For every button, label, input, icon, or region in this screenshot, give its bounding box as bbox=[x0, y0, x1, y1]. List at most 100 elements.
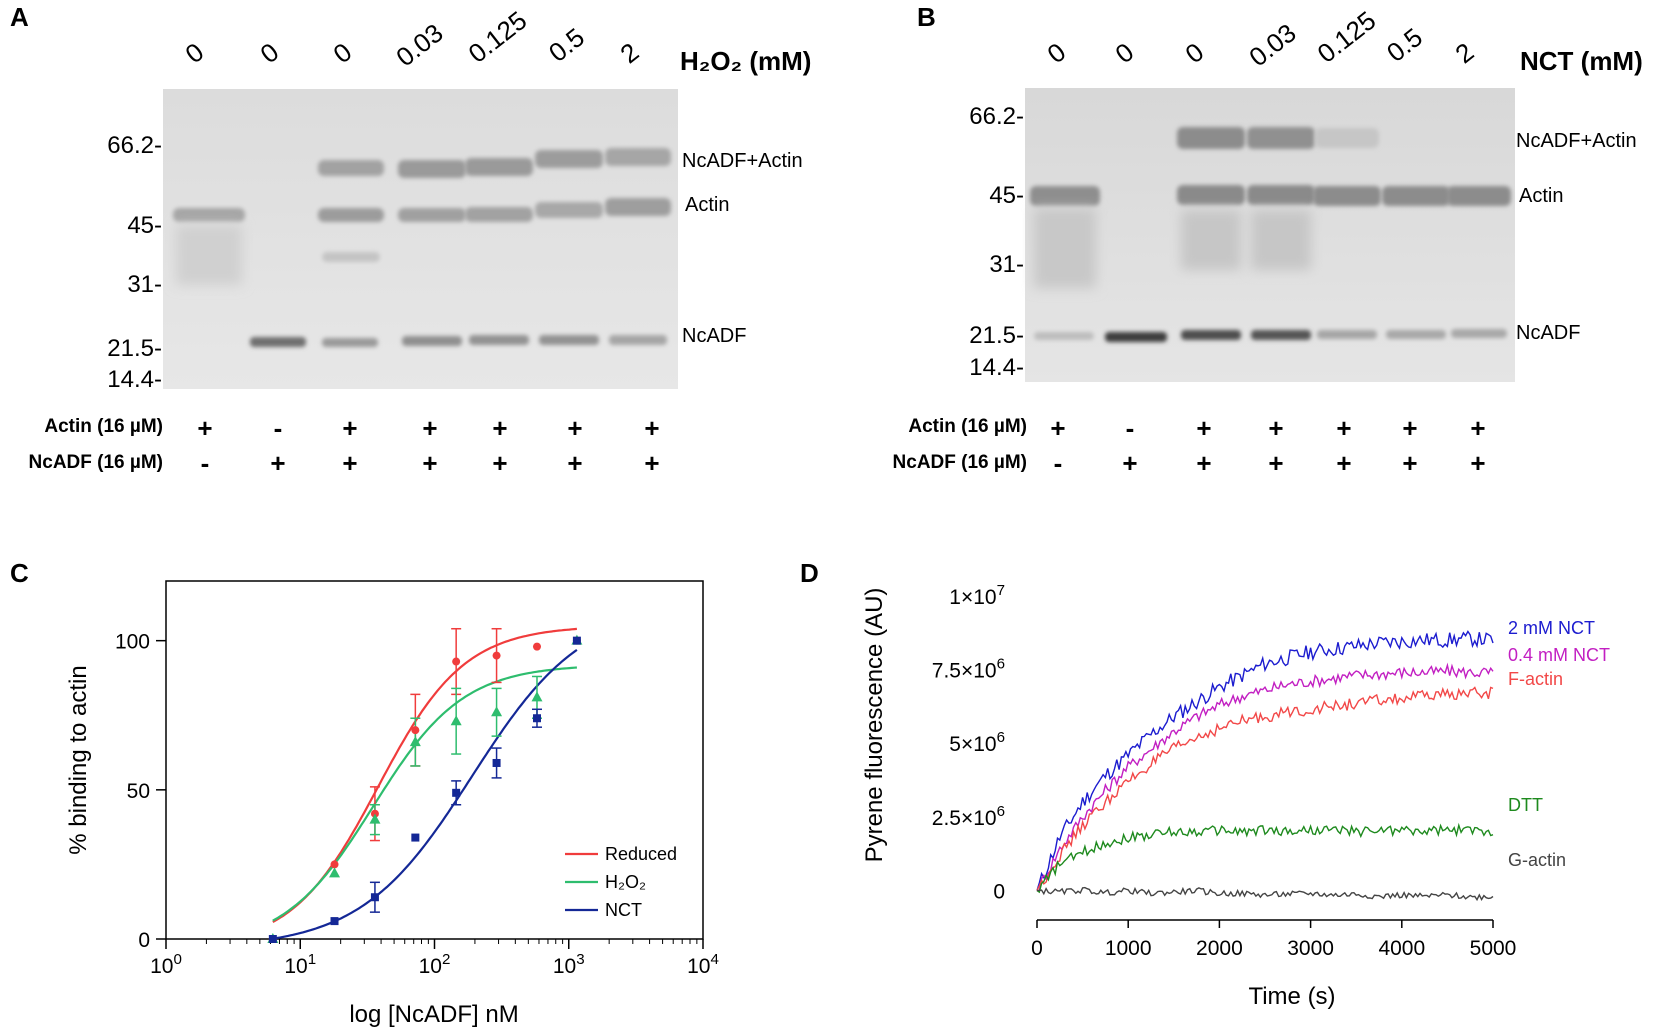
data-point bbox=[572, 636, 581, 645]
series-label: G-actin bbox=[1508, 850, 1566, 870]
panel-a-conditions: Actin (16 µM) NcADF (16 µM) + - + + + + … bbox=[29, 413, 660, 478]
mw-marker: 66.2- bbox=[107, 132, 162, 159]
data-point bbox=[532, 642, 541, 651]
legend-label: Reduced bbox=[605, 844, 677, 864]
condition-sign: + bbox=[1196, 448, 1211, 478]
x-tick-label: 5000 bbox=[1470, 937, 1517, 960]
gel-b-band bbox=[1382, 186, 1450, 206]
gel-a-band bbox=[398, 160, 466, 178]
panel-b-conc: 0.125 bbox=[1312, 5, 1382, 69]
condition-sign: + bbox=[270, 448, 285, 478]
gel-b-band-labels: NcADF+Actin Actin NcADF bbox=[1516, 130, 1637, 344]
condition-sign: + bbox=[197, 413, 212, 443]
gel-b-bands bbox=[1030, 127, 1511, 342]
y-tick-label: 7.5×106 bbox=[932, 656, 1005, 683]
panel-b-conc: 0.5 bbox=[1381, 22, 1428, 68]
gel-a-band bbox=[318, 208, 384, 222]
gel-b-band bbox=[1386, 330, 1446, 339]
condition-sign: + bbox=[1336, 448, 1351, 478]
y-tick-label: 0 bbox=[138, 929, 150, 952]
panel-c-letter: C bbox=[10, 558, 29, 588]
condition-sign: + bbox=[1050, 413, 1065, 443]
data-point bbox=[492, 651, 501, 660]
data-point bbox=[452, 657, 461, 666]
series-label: DTT bbox=[1508, 795, 1543, 815]
legend-label: NCT bbox=[605, 900, 642, 920]
condition-sign: + bbox=[1196, 413, 1211, 443]
mw-marker: 31- bbox=[989, 251, 1024, 278]
panel-a: A 0 0 0 0.03 0.125 0.5 2 H₂O₂ (mM) bbox=[10, 2, 811, 478]
x-tick-label: 102 bbox=[419, 951, 451, 978]
gel-a-band bbox=[465, 207, 533, 222]
x-tick-label: 1000 bbox=[1105, 937, 1152, 960]
mw-marker: 14.4- bbox=[107, 366, 162, 393]
condition-sign: + bbox=[492, 448, 507, 478]
condition-sign: + bbox=[422, 448, 437, 478]
chart-c-legend: Reduced H₂O₂ NCT bbox=[565, 844, 677, 920]
gel-b-band bbox=[1105, 332, 1167, 342]
gel-b-band bbox=[1313, 186, 1381, 206]
chart-c-ylabel: % binding to actin bbox=[65, 665, 92, 854]
panel-a-conc: 2 bbox=[615, 37, 645, 70]
series-line-G-actin bbox=[1036, 886, 1494, 902]
panel-a-conc: 0.5 bbox=[543, 22, 590, 68]
gel-b-band bbox=[1315, 128, 1379, 148]
gel-b-band bbox=[1447, 186, 1511, 206]
chart-c-ticks: 100 101 102 103 104 0 50 100 bbox=[115, 631, 719, 978]
data-point bbox=[491, 706, 503, 717]
mw-marker: 31- bbox=[127, 271, 162, 298]
legend-label: H₂O₂ bbox=[605, 872, 646, 892]
band-label: NcADF bbox=[682, 325, 746, 347]
series-line-0.4 mM NCT bbox=[1036, 662, 1494, 892]
condition-sign: + bbox=[1470, 413, 1485, 443]
data-point bbox=[411, 726, 420, 735]
condition-sign: + bbox=[1268, 413, 1283, 443]
panel-d: D 0 1000 2000 3000 4000 5000 0 2.5×106 5×106 7.5×… bbox=[800, 558, 1610, 1010]
x-tick-label: 100 bbox=[150, 951, 182, 978]
panel-b-letter: B bbox=[917, 2, 936, 32]
chart-d-lines bbox=[1036, 630, 1494, 902]
chart-c-fit-curves bbox=[272, 627, 578, 940]
condition-sign: + bbox=[422, 413, 437, 443]
panel-b-concentrations: 0 0 0 0.03 0.125 0.5 2 bbox=[1042, 5, 1480, 72]
y-tick-label: 100 bbox=[115, 631, 150, 654]
data-point bbox=[369, 813, 381, 824]
x-tick-label: 104 bbox=[687, 951, 719, 978]
gel-a-mw-markers: 66.2- 45- 31- 21.5- 14.4- bbox=[107, 132, 162, 393]
gel-b-band bbox=[1177, 185, 1245, 205]
fit-curve-NCT bbox=[272, 649, 578, 940]
condition-sign: + bbox=[1470, 448, 1485, 478]
panel-b-conc: 0 bbox=[1180, 37, 1210, 70]
row-label-ncadf: NcADF (16 µM) bbox=[893, 452, 1027, 473]
x-tick-label: 0 bbox=[1031, 937, 1043, 960]
chart-d-xlabel: Time (s) bbox=[1248, 983, 1335, 1010]
x-tick-label: 3000 bbox=[1287, 937, 1334, 960]
y-tick-label: 1×107 bbox=[949, 582, 1005, 609]
condition-sign: + bbox=[644, 448, 659, 478]
band-label: NcADF bbox=[1516, 322, 1580, 344]
x-tick-label: 4000 bbox=[1378, 937, 1425, 960]
gel-a-band bbox=[469, 335, 529, 345]
series-line-F-actin bbox=[1036, 686, 1494, 891]
gel-b-band bbox=[1034, 332, 1094, 340]
y-tick-label: 50 bbox=[127, 780, 150, 803]
series-line-DTT bbox=[1036, 822, 1494, 894]
condition-sign: + bbox=[567, 448, 582, 478]
row-label-actin: Actin (16 µM) bbox=[44, 416, 163, 437]
gel-b-mw-markers: 66.2- 45- 31- 21.5- 14.4- bbox=[969, 103, 1024, 381]
band-label: Actin bbox=[685, 194, 729, 216]
panel-b: B 0 0 0 0.03 0.125 0.5 2 NCT (mM) bbox=[893, 2, 1643, 478]
panel-b-conc-title: NCT (mM) bbox=[1520, 46, 1643, 76]
data-point bbox=[450, 715, 462, 726]
condition-sign: + bbox=[1336, 413, 1351, 443]
condition-sign: - bbox=[1126, 413, 1135, 443]
x-tick-label: 2000 bbox=[1196, 937, 1243, 960]
panel-b-conc: 0 bbox=[1110, 37, 1140, 70]
series-line-2 mM NCT bbox=[1036, 630, 1494, 891]
mw-marker: 66.2- bbox=[969, 103, 1024, 130]
mw-marker: 45- bbox=[989, 182, 1024, 209]
data-point bbox=[370, 893, 379, 902]
gel-b-smear bbox=[1181, 210, 1241, 270]
band-label: NcADF+Actin bbox=[682, 150, 803, 172]
